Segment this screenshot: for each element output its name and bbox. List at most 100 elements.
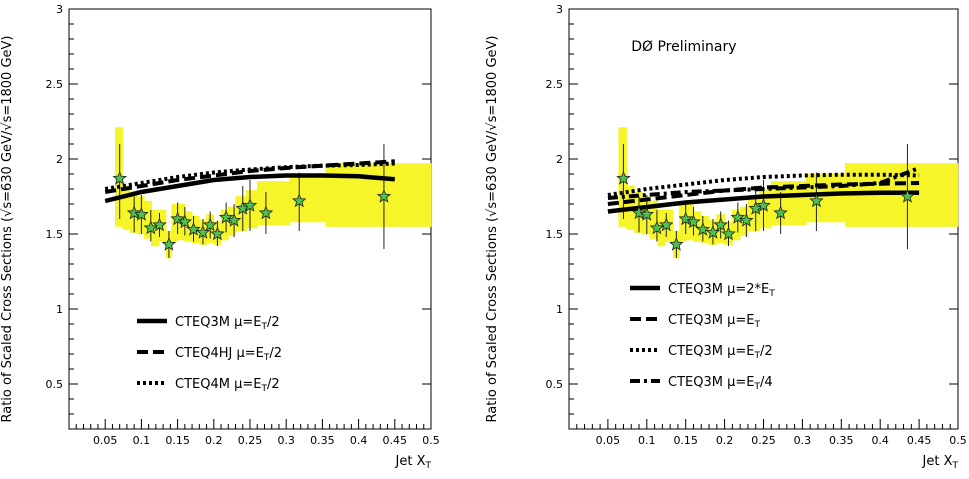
data-point-star <box>258 205 274 220</box>
data-point-star <box>152 217 167 232</box>
legend-label-suffix: /2 <box>760 344 773 359</box>
legend-label: CTEQ3M μ=2*ET <box>668 282 775 299</box>
x-tick-label: 0.1 <box>638 434 656 447</box>
data-point-star <box>695 221 711 236</box>
annotation-text: DØ Preliminary <box>631 39 736 55</box>
legend-label-sub: T <box>263 353 270 363</box>
legend-label-sub: T <box>768 289 775 299</box>
y-tick-label: 2.5 <box>46 78 64 91</box>
x-tick-label: 0.25 <box>238 434 263 447</box>
x-tick-label: 0.05 <box>596 434 621 447</box>
x-tick-label: 0.2 <box>205 434 223 447</box>
data-point-star <box>809 193 824 208</box>
data-point-star <box>143 220 159 235</box>
y-tick-label: 2 <box>56 153 63 166</box>
legend-label-sub: T <box>260 384 267 394</box>
legend-label-main: CTEQ3M μ=E <box>175 315 261 330</box>
legend-label-sub: T <box>753 351 760 361</box>
x-tick-label: 0.3 <box>277 434 295 447</box>
data-point-star <box>161 236 177 251</box>
data-point-star <box>686 214 701 229</box>
y-tick-label: 0.5 <box>46 378 64 391</box>
legend-label-sub: T <box>753 382 760 392</box>
data-point-star <box>730 209 746 224</box>
data-point-star <box>669 236 684 251</box>
x-tick-label: 0.3 <box>794 434 812 447</box>
theory-curve-solid <box>104 173 395 204</box>
legend-label-main: CTEQ3M μ=E <box>668 313 754 328</box>
legend-label-suffix: /2 <box>269 346 282 361</box>
x-tick-label: 0.15 <box>673 434 698 447</box>
band-segment <box>805 173 846 223</box>
legend-label: CTEQ3M μ=ET/2 <box>175 315 280 332</box>
x-axis-label: Jet XT <box>922 454 959 471</box>
legend-label: CTEQ3M μ=ET/2 <box>668 344 773 361</box>
data-point-star <box>678 211 693 226</box>
legend-label-sub: T <box>260 322 267 332</box>
data-point-star <box>900 188 915 203</box>
data-point-star <box>177 214 193 229</box>
x-tick-label: 0.05 <box>93 434 118 447</box>
data-point-star <box>292 193 307 208</box>
legend-label-main: CTEQ4HJ μ=E <box>175 346 264 361</box>
x-tick-label: 0.45 <box>907 434 932 447</box>
data-point-star <box>195 224 211 239</box>
y-tick-label: 1.5 <box>546 228 564 241</box>
x-tick-label: 0.5 <box>949 434 967 447</box>
left-chart: 0.5 1 1.5 2 2.5 3 0.05 0.1 0.15 0.2 0.25 0.3 0.35 0.4… <box>0 3 440 471</box>
data-point-star <box>186 221 201 236</box>
data-point-star <box>210 226 225 241</box>
x-tick-label: 0.1 <box>133 434 151 447</box>
x-tick-label: 0.35 <box>829 434 854 447</box>
x-tick-label: 0.4 <box>871 434 889 447</box>
data-point-star <box>134 206 149 221</box>
y-tick-label: 1.5 <box>46 228 64 241</box>
data-point-star <box>705 224 721 239</box>
data-point-star <box>773 205 788 220</box>
y-tick-label: 3 <box>556 3 563 16</box>
y-tick-label: 2 <box>556 153 563 166</box>
x-tick-label: 0.25 <box>751 434 776 447</box>
legend-label: CTEQ3M μ=ET <box>668 313 760 330</box>
legend-label-suffix: /4 <box>760 375 773 390</box>
data-point-star <box>756 197 771 212</box>
legend-label-main: CTEQ3M μ=E <box>668 375 754 390</box>
y-tick-label: 1 <box>556 303 563 316</box>
legend-label-main: CTEQ3M μ=2*E <box>668 282 769 297</box>
data-point-star <box>739 212 754 227</box>
data-point-star <box>649 220 665 235</box>
legend-label: CTEQ3M μ=ET/4 <box>668 375 773 392</box>
data-point-star <box>170 211 185 226</box>
y-tick-label: 2.5 <box>546 78 564 91</box>
x-axis-label: Jet XT <box>395 454 432 471</box>
band-segment <box>235 196 247 232</box>
theory-curve-dot <box>607 172 920 197</box>
data-point-star <box>376 188 392 203</box>
y-tick-label: 0.5 <box>546 378 564 391</box>
data-point-star <box>126 205 142 220</box>
x-axis-label-sub: T <box>425 461 432 471</box>
right-chart: 0.5 1 1.5 2 2.5 3 0.05 0.1 0.15 0.2 0.25 0.3 0.35 0.4… <box>485 3 967 471</box>
x-axis-label-sub: T <box>952 461 959 471</box>
x-tick-label: 0.5 <box>422 434 440 447</box>
legend-label: CTEQ4M μ=ET/2 <box>175 377 280 394</box>
legend-label-suffix: /2 <box>267 315 280 330</box>
theory-curve-dot <box>104 161 395 191</box>
data-point-star <box>631 205 647 220</box>
legend-label: CTEQ4HJ μ=ET/2 <box>175 346 282 363</box>
y-tick-label: 3 <box>56 3 63 16</box>
x-tick-label: 0.15 <box>165 434 190 447</box>
legend-label-suffix: /2 <box>267 377 280 392</box>
data-point-star <box>721 226 736 241</box>
theory-curve-solid <box>607 190 920 214</box>
x-tick-label: 0.4 <box>350 434 368 447</box>
legend-label-main: CTEQ4M μ=E <box>175 377 261 392</box>
x-tick-label: 0.45 <box>383 434 408 447</box>
band-segment <box>289 173 327 223</box>
data-point-star <box>616 170 631 185</box>
data-point-star <box>218 209 234 224</box>
data-point-star <box>639 206 655 221</box>
y-axis-label: Ratio of Scaled Cross Sections (√s=630 G… <box>0 35 15 422</box>
data-point-star <box>226 212 242 227</box>
legend-label-main: CTEQ3M μ=E <box>668 344 754 359</box>
